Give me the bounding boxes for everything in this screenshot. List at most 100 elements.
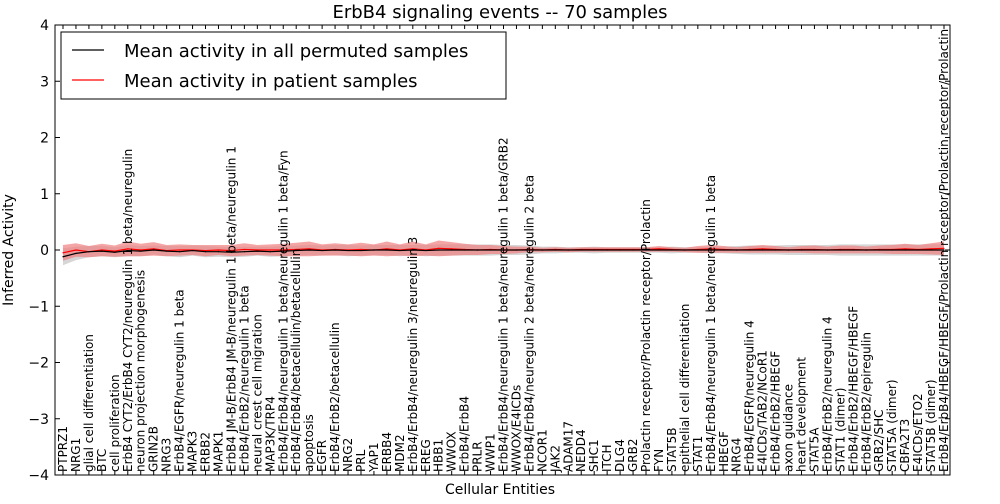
patient-point: [75, 249, 77, 251]
y-tick-label: 3: [40, 74, 49, 90]
permuted-point: [321, 249, 323, 252]
x-tick-label: ErbB4/ErbB2/HBEGF/HBEGF: [846, 306, 860, 472]
permuted-point: [749, 249, 751, 251]
x-tick-label: ErbB4/EGFR/neuregulin 4: [743, 320, 757, 472]
permuted-point: [282, 250, 284, 252]
x-tick-label: STAT1: [691, 436, 705, 472]
permuted-point: [269, 251, 271, 253]
x-tick-label: ErbB4/ErbB2/epiregulin: [859, 332, 873, 472]
permuted-point: [114, 251, 116, 253]
x-tick-label: NCOR1: [535, 429, 549, 472]
permuted-point: [813, 249, 816, 251]
x-tick-label: GRB2: [626, 438, 640, 472]
x-tick-label: GRIN2B: [147, 426, 161, 472]
patient-point: [438, 247, 440, 249]
patient-point: [230, 249, 233, 252]
permuted-point: [412, 249, 414, 251]
x-tick-label: WWP1: [484, 433, 498, 472]
y-axis-label: Inferred Activity: [1, 194, 17, 306]
permuted-point: [347, 249, 349, 252]
permuted-point: [373, 249, 375, 251]
x-tick-label: DLG4: [613, 439, 627, 472]
permuted-point: [697, 249, 699, 251]
permuted-point: [619, 249, 621, 251]
permuted-point: [891, 249, 893, 251]
permuted-point: [191, 249, 194, 252]
x-tick-label: heart development: [794, 357, 808, 472]
permuted-point: [787, 249, 790, 251]
permuted-point: [386, 249, 388, 251]
x-tick-label: PTPRZ1: [56, 426, 70, 472]
patient-point: [762, 248, 764, 250]
permuted-point: [101, 250, 103, 252]
x-tick-label: ITCH: [600, 444, 614, 472]
patient-point: [360, 248, 362, 251]
permuted-point: [852, 249, 854, 251]
permuted-point: [567, 249, 569, 251]
x-tick-label: ErbB4/ErbB4/neuregulin 3/neuregulin 3: [406, 237, 420, 472]
x-tick-label: EGFR: [315, 440, 329, 472]
permuted-point: [800, 249, 803, 251]
x-tick-label: ErbB4/ErbB4: [458, 396, 472, 472]
patient-point: [269, 249, 271, 251]
x-tick-label: STAT5A (dimer): [885, 379, 899, 472]
x-tick-label: ErbB4/ErbB4/HBEGF/HBEGF/Prolactin recept…: [937, 29, 951, 472]
x-tick-label: ErbB4/ErbB2/HBEGF: [769, 351, 783, 472]
permuted-point: [399, 249, 401, 252]
permuted-point: [865, 249, 867, 251]
permuted-point: [153, 249, 155, 251]
patient-point: [943, 247, 945, 249]
permuted-point: [878, 249, 880, 251]
x-tick-label: ADAM17: [561, 421, 575, 472]
permuted-point: [451, 249, 453, 251]
legend-box: [60, 31, 507, 100]
x-tick-label: JAK2: [548, 445, 562, 473]
permuted-point: [166, 250, 168, 252]
x-tick-label: ErbB4/ErbB4/neuregulin 2 beta/neuregulin…: [522, 175, 536, 472]
x-tick-label: STAT1 (dimer): [833, 388, 847, 472]
patient-point: [140, 249, 142, 251]
permuted-point: [75, 252, 77, 254]
x-tick-label: ErbB4/ErbB4/neuregulin 1 beta/neuregulin…: [497, 137, 511, 472]
x-tick-label: NRG3: [160, 438, 174, 472]
x-tick-label: ErbB4/ErbB4/neuregulin 1 beta/neuregulin…: [704, 175, 718, 472]
x-tick-label: MAPK1: [211, 431, 225, 472]
permuted-point: [360, 249, 362, 252]
x-tick-label: CBFA2T3: [898, 419, 912, 472]
x-tick-label: HBEGF: [717, 431, 731, 472]
patient-point: [217, 249, 220, 251]
y-tick-label: 2: [40, 131, 49, 147]
permuted-point: [723, 249, 725, 251]
x-tick-label: NEDD4: [574, 429, 588, 472]
permuted-point: [489, 249, 492, 251]
y-tick-label: −2: [28, 356, 49, 372]
x-tick-label: epithelial cell differentiation: [678, 304, 692, 472]
permuted-point: [528, 249, 531, 251]
y-tick-label: 0: [40, 243, 49, 259]
x-tick-label: ErbB4/ErbB2/neuregulin 4: [820, 316, 834, 472]
x-tick-label: neural crest cell migration: [250, 314, 264, 472]
x-tick-label: ErbB4/ErbB2/neuregulin 1 beta: [237, 285, 251, 472]
permuted-point: [930, 249, 932, 251]
permuted-point: [425, 249, 427, 252]
x-tick-label: PRLR: [471, 441, 485, 472]
permuted-point: [62, 256, 64, 258]
x-tick-label: ErbB4/ErbB2/betacellulin: [328, 322, 342, 472]
chart-title: ErbB4 signaling events -- 70 samples: [332, 2, 667, 23]
patient-point: [386, 248, 388, 250]
permuted-point: [710, 249, 712, 251]
patient-point: [62, 252, 64, 254]
permuted-point: [230, 251, 233, 253]
x-tick-label: ERBB2: [199, 432, 213, 472]
patient-point: [179, 249, 181, 251]
x-tick-label: ErbB4/EGFR/neuregulin 1 beta: [173, 289, 187, 472]
permuted-point: [839, 249, 841, 251]
y-tick-label: −3: [28, 412, 49, 428]
x-tick-label: STAT5A: [807, 427, 821, 472]
permuted-point: [204, 251, 207, 253]
x-tick-label: E4ICDs/ETO2: [911, 393, 925, 472]
x-tick-label: NRG4: [730, 438, 744, 472]
permuted-point: [217, 251, 220, 253]
